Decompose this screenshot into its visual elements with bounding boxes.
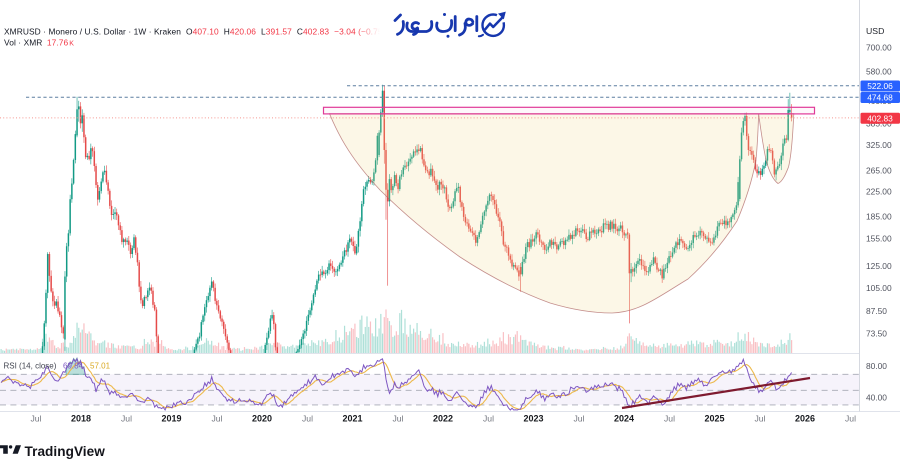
svg-text:2020: 2020 bbox=[252, 413, 272, 423]
svg-text:700.00: 700.00 bbox=[866, 43, 892, 53]
svg-text:Jul: Jul bbox=[574, 413, 585, 423]
svg-text:2025: 2025 bbox=[704, 413, 724, 423]
svg-text:TradingView: TradingView bbox=[25, 444, 106, 459]
svg-text:Jul: Jul bbox=[664, 413, 675, 423]
svg-text:105.00: 105.00 bbox=[866, 283, 892, 293]
svg-text:125.00: 125.00 bbox=[866, 261, 892, 271]
svg-text:522.06: 522.06 bbox=[867, 81, 893, 91]
svg-text:225.00: 225.00 bbox=[866, 186, 892, 196]
svg-text:155.00: 155.00 bbox=[866, 234, 892, 244]
svg-text:325.00: 325.00 bbox=[866, 140, 892, 150]
svg-text:87.50: 87.50 bbox=[866, 306, 887, 316]
svg-text:Jul: Jul bbox=[31, 413, 42, 423]
svg-text:2023: 2023 bbox=[523, 413, 543, 423]
svg-text:Jul: Jul bbox=[302, 413, 313, 423]
svg-text:Vol · XMR 17.76K: Vol · XMR 17.76K bbox=[4, 38, 74, 48]
svg-text:2021: 2021 bbox=[342, 413, 362, 423]
svg-text:57.01: 57.01 bbox=[90, 361, 111, 370]
svg-text:73.50: 73.50 bbox=[866, 328, 887, 338]
svg-text:2019: 2019 bbox=[161, 413, 181, 423]
svg-text:2022: 2022 bbox=[433, 413, 453, 423]
svg-text:69.84: 69.84 bbox=[63, 361, 84, 370]
svg-text:Jul: Jul bbox=[845, 413, 856, 423]
svg-text:RSI (14, close): RSI (14, close) bbox=[4, 361, 57, 370]
svg-text:2018: 2018 bbox=[71, 413, 91, 423]
svg-text:40.00: 40.00 bbox=[866, 393, 887, 403]
svg-text:2026: 2026 bbox=[795, 413, 815, 423]
svg-text:Jul: Jul bbox=[393, 413, 404, 423]
svg-text:USD: USD bbox=[866, 26, 884, 36]
svg-text:474.68: 474.68 bbox=[867, 93, 893, 103]
svg-text:265.00: 265.00 bbox=[866, 166, 892, 176]
svg-text:2024: 2024 bbox=[614, 413, 634, 423]
svg-text:Jul: Jul bbox=[755, 413, 766, 423]
svg-text:80.00: 80.00 bbox=[866, 361, 887, 371]
svg-text:580.00: 580.00 bbox=[866, 66, 892, 76]
svg-text:402.83: 402.83 bbox=[867, 113, 893, 123]
svg-text:Jul: Jul bbox=[212, 413, 223, 423]
svg-text:Jul: Jul bbox=[121, 413, 132, 423]
svg-text:185.00: 185.00 bbox=[866, 211, 892, 221]
svg-text:Jul: Jul bbox=[483, 413, 494, 423]
svg-text:XMRUSD · Monero / U.S. Dollar: XMRUSD · Monero / U.S. Dollar · 1W · Kra… bbox=[4, 26, 393, 36]
